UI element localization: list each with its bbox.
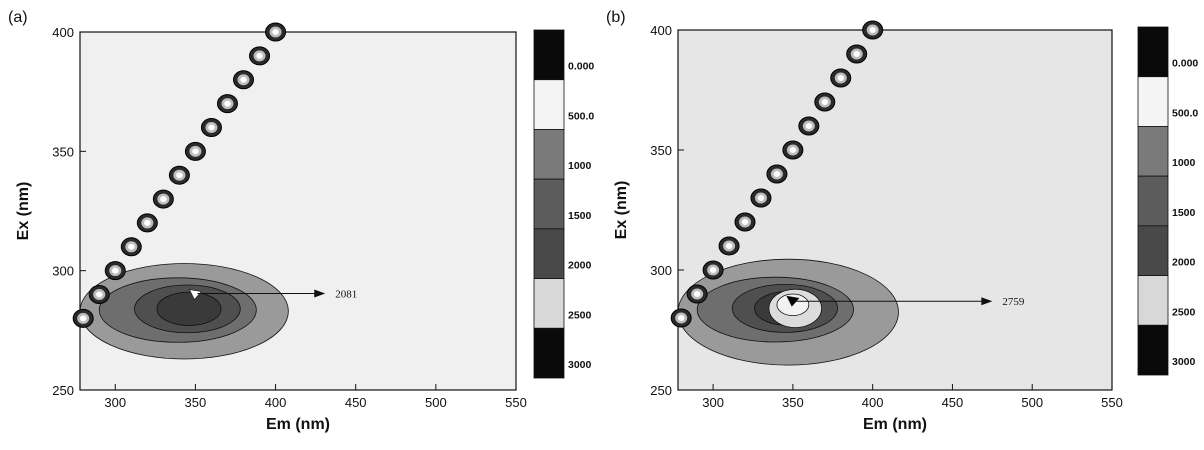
colorbar-level-label: 2000 (1172, 257, 1196, 269)
scatter-band-point-core (821, 99, 828, 105)
scatter-band-point-core (837, 75, 844, 81)
peak-arrow-a (197, 289, 326, 298)
y-tick-label: 300 (650, 263, 672, 278)
colorbar-level-label: 3000 (568, 359, 592, 371)
y-axis-label-a: Ex (nm) (15, 182, 32, 241)
colorbar-level-label: 1500 (1172, 207, 1196, 219)
scatter-band-b (670, 20, 884, 328)
colorbar-segment (1137, 275, 1169, 326)
colorbar-level-label: 2500 (568, 309, 592, 321)
x-tick-label: 500 (1021, 395, 1043, 410)
scatter-band-point-core (208, 124, 215, 131)
scatter-band-point-core (128, 243, 135, 250)
colorbar-level-label: 0.000 (568, 61, 594, 73)
scatter-band-point-core (709, 267, 717, 273)
arrow-head (314, 289, 326, 298)
colorbar-segment (1137, 76, 1169, 127)
colorbar-level-label: 2500 (1172, 306, 1196, 318)
scatter-band-point-core (805, 123, 813, 129)
peak-annotation-b: 2759 (1002, 296, 1024, 308)
colorbar-level-label: 0.000 (1172, 58, 1198, 70)
contour-level (156, 291, 222, 326)
x-tick-label: 400 (265, 395, 287, 410)
x-axis-label-b: Em (nm) (863, 416, 927, 433)
scatter-band-point-core (96, 291, 103, 298)
colorbar-b: 0.000 500.0 1000 1500 2000 2500 3000 (1137, 26, 1198, 376)
colorbar-segment (533, 278, 565, 329)
scatter-band-point-core (869, 27, 876, 33)
scatter-band-point-core (272, 29, 279, 35)
arrow-head (981, 297, 993, 306)
y-tick-label: 350 (650, 143, 672, 158)
panel-label-b: (b) (606, 9, 626, 26)
y-tick-label: 300 (52, 264, 74, 279)
scatter-band-point-core (240, 76, 247, 83)
scatter-band-point-core (144, 219, 151, 226)
scatter-band-point-core (789, 147, 797, 153)
colorbar-segment (1137, 175, 1169, 227)
panel-b: 300 350 400 450 500 550 250 300 350 400 (b) Em (n… (606, 9, 1198, 433)
scatter-band-point-core (160, 196, 167, 203)
x-tick-label: 350 (782, 395, 804, 410)
y-axis-label-b: Ex (nm) (613, 181, 630, 240)
peak-arrow-b (794, 297, 993, 306)
x-tick-label: 300 (104, 395, 126, 410)
colorbar-segment (533, 129, 565, 180)
x-tick-label: 300 (702, 395, 724, 410)
scatter-band-point-core (256, 52, 263, 59)
scatter-band-a (72, 22, 287, 328)
scatter-band-point-core (853, 51, 860, 57)
panel-label-a: (a) (8, 9, 28, 26)
x-axis-label-a: Em (nm) (266, 416, 330, 433)
panel-a: 300 350 400 450 500 550 250 300 350 400 (a) Em (n… (8, 9, 594, 433)
colorbar-level-label: 500.0 (568, 110, 594, 122)
scatter-band-point-core (677, 315, 685, 321)
scatter-band-point-core (80, 315, 87, 322)
colorbar-level-label: 1500 (568, 210, 592, 222)
scatter-band-point-core (725, 243, 733, 249)
colorbar-a: 0.000 500.0 1000 1500 2000 2500 3000 (533, 29, 594, 379)
colorbar-segment (1137, 26, 1169, 78)
colorbar-segment (533, 79, 565, 130)
colorbar-segment (1137, 126, 1169, 177)
scatter-band-point-core (192, 148, 199, 155)
axis-ticks-b: 300 350 400 450 500 550 250 300 350 400 (650, 23, 1123, 410)
colorbar-level-label: 2000 (568, 260, 592, 272)
y-tick-label: 350 (52, 144, 74, 159)
x-tick-label: 450 (942, 395, 964, 410)
y-tick-label: 400 (650, 23, 672, 38)
y-tick-label: 250 (650, 383, 672, 398)
scatter-band-point-core (112, 267, 119, 274)
y-tick-label: 400 (52, 25, 74, 40)
scatter-band-point-core (224, 100, 231, 107)
peak-annotation-a: 2081 (335, 289, 357, 301)
scatter-band-point-core (741, 219, 749, 225)
x-tick-label: 450 (345, 395, 367, 410)
x-tick-label: 400 (862, 395, 884, 410)
contour-layer-b (677, 258, 899, 366)
colorbar-level-label: 1000 (568, 160, 592, 172)
colorbar-segment (533, 29, 565, 81)
scatter-band-point-core (757, 195, 765, 201)
x-tick-label: 500 (425, 395, 447, 410)
peak-marker (188, 289, 202, 301)
x-tick-label: 550 (1101, 395, 1123, 410)
colorbar-level-label: 500.0 (1172, 107, 1198, 119)
y-tick-label: 250 (52, 383, 74, 398)
colorbar-segment (1137, 225, 1169, 276)
colorbar-segment (533, 228, 565, 279)
colorbar-segment (533, 327, 565, 379)
colorbar-level-label: 3000 (1172, 356, 1196, 368)
scatter-band-point-core (773, 171, 781, 177)
scatter-band-point-core (693, 291, 701, 297)
x-tick-label: 550 (505, 395, 527, 410)
scatter-band-point-core (176, 172, 183, 179)
axis-ticks-a: 300 350 400 450 500 550 250 300 350 400 (52, 25, 527, 410)
x-tick-label: 350 (185, 395, 207, 410)
colorbar-segment (533, 178, 565, 230)
colorbar-level-label: 1000 (1172, 157, 1196, 169)
peak-marker (786, 295, 800, 307)
colorbar-segment (1137, 324, 1169, 376)
